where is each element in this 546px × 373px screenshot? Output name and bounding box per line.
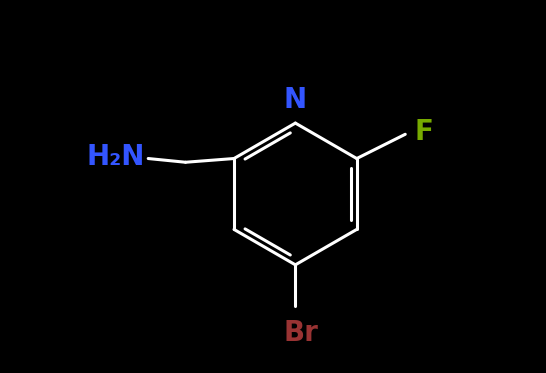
Text: F: F — [414, 118, 434, 147]
Text: H₂N: H₂N — [86, 142, 145, 171]
Text: N: N — [284, 86, 307, 114]
Text: Br: Br — [283, 319, 318, 347]
